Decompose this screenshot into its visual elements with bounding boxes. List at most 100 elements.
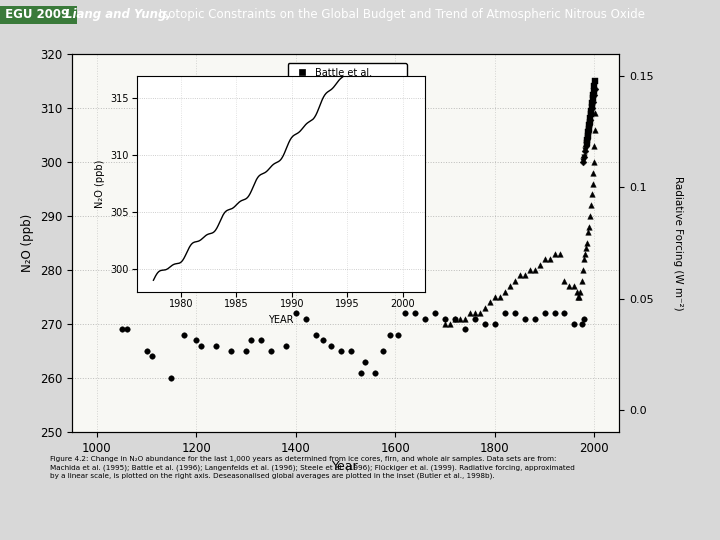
Point: [519, 271, 531, 280]
Point: [579, 255, 590, 264]
Point: [587, 179, 598, 188]
Point: [588, 87, 600, 96]
Point: [584, 117, 595, 126]
Point: [544, 255, 555, 264]
Point: [474, 309, 486, 318]
Point: [588, 97, 599, 106]
Point: [583, 124, 595, 133]
Point: [585, 108, 597, 117]
Point: [196, 341, 207, 350]
Y-axis label: N₂O (ppb): N₂O (ppb): [22, 214, 35, 272]
Point: [577, 158, 589, 166]
Point: [280, 341, 292, 350]
Point: [582, 239, 593, 247]
Point: [585, 116, 596, 124]
Point: [355, 368, 366, 377]
Point: [310, 330, 322, 339]
Point: [582, 128, 594, 137]
Point: [549, 309, 560, 318]
Point: [559, 309, 570, 318]
Point: [484, 298, 495, 307]
Point: [587, 94, 598, 103]
Point: [580, 249, 591, 258]
Point: [549, 249, 560, 258]
Point: [579, 314, 590, 323]
Point: [265, 347, 276, 355]
Point: [587, 104, 598, 112]
Point: [146, 352, 158, 361]
Point: [585, 113, 596, 122]
Point: [585, 212, 596, 220]
Point: [582, 228, 594, 237]
Point: [582, 133, 593, 142]
Point: [585, 201, 597, 210]
Point: [580, 244, 592, 253]
Point: [571, 287, 582, 296]
Point: [580, 141, 592, 150]
Point: [569, 282, 580, 291]
Point: [585, 113, 596, 122]
Point: [577, 266, 589, 274]
Text: EGU 2009: EGU 2009: [1, 8, 74, 22]
Point: [191, 336, 202, 345]
Y-axis label: Radiative Forcing (W m⁻²): Radiative Forcing (W m⁻²): [673, 176, 683, 310]
Point: [509, 276, 521, 285]
Point: [384, 330, 396, 339]
Point: [572, 293, 584, 301]
Point: [588, 158, 600, 166]
Point: [504, 282, 516, 291]
Point: [582, 132, 593, 140]
Point: [256, 336, 267, 345]
X-axis label: Year: Year: [333, 460, 359, 473]
Point: [410, 309, 421, 318]
Point: [587, 101, 598, 110]
Point: [290, 309, 302, 318]
Text: Figure 4.2: Change in N₂O abundance for the last 1,000 years as determined from : Figure 4.2: Change in N₂O abundance for …: [50, 456, 575, 480]
Point: [509, 309, 521, 318]
Point: [577, 157, 589, 165]
Point: [564, 282, 575, 291]
Point: [575, 287, 586, 296]
Point: [588, 90, 599, 99]
Point: [581, 139, 593, 147]
Point: [439, 320, 451, 328]
Point: [554, 249, 565, 258]
Point: [539, 255, 550, 264]
Point: [589, 125, 600, 134]
Point: [524, 266, 536, 274]
Point: [369, 368, 381, 377]
Point: [116, 325, 127, 334]
Point: [449, 314, 461, 323]
Point: [420, 314, 431, 323]
Point: [588, 82, 600, 91]
Point: [225, 347, 237, 355]
Point: [574, 293, 585, 301]
Point: [459, 325, 471, 334]
Point: [519, 314, 531, 323]
Point: [539, 309, 550, 318]
Point: [469, 309, 481, 318]
Point: [588, 90, 600, 99]
Point: [582, 128, 594, 137]
Point: [360, 357, 372, 366]
Point: [400, 309, 411, 318]
Point: [318, 336, 329, 345]
Point: [494, 293, 505, 301]
Point: [121, 325, 132, 334]
Point: [582, 135, 593, 144]
Point: [588, 94, 599, 103]
Text: Liang and Yung,: Liang and Yung,: [65, 8, 171, 22]
Point: [479, 303, 490, 312]
Point: [589, 77, 600, 85]
Point: [534, 260, 545, 269]
Point: [479, 320, 490, 328]
Point: [584, 121, 595, 130]
Point: [499, 287, 510, 296]
Point: [335, 347, 346, 355]
Point: [439, 314, 451, 323]
Point: [529, 266, 541, 274]
Point: [300, 314, 312, 323]
Point: [489, 320, 500, 328]
Point: [590, 109, 601, 118]
Point: [584, 120, 595, 129]
